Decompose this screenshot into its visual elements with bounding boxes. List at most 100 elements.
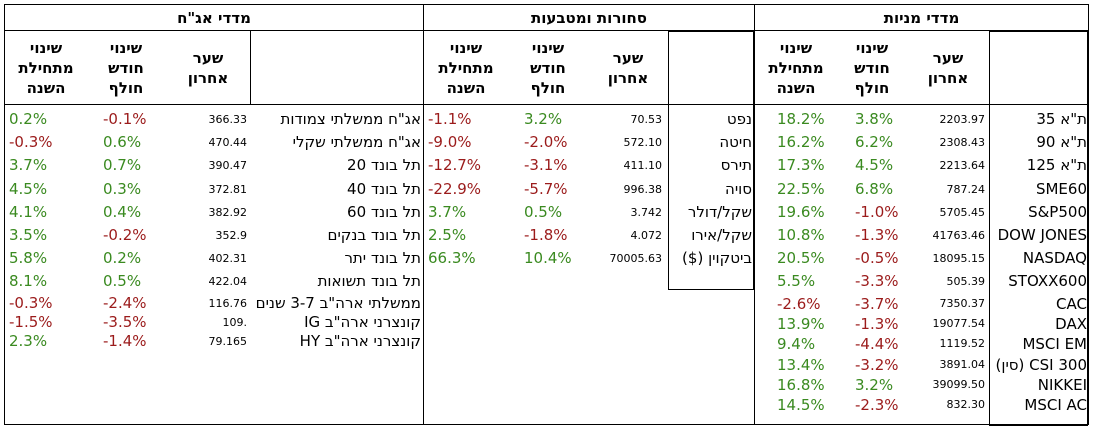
commodities-title: סחורות ומטבעות (424, 5, 754, 31)
table-row: 2.5% -1.8% 4.072 שקל/אירו (424, 224, 754, 247)
bonds-month-change: -1.4% (103, 331, 147, 350)
bonds-header-name (251, 31, 423, 104)
stocks-last-price: 2213.64 (939, 159, 986, 173)
commodities-ytd-change: -12.7% (428, 156, 482, 175)
stocks-month-change: 3.2% (855, 375, 894, 394)
bonds-index-name: תל בונד 20 (347, 156, 421, 175)
bonds-month-change: 0.4% (103, 202, 142, 221)
bonds-index-name: תל בונד יתר (344, 249, 421, 268)
stocks-month-change: -2.3% (855, 396, 899, 415)
bonds-ytd-change: 4.1% (9, 202, 48, 221)
table-row: 22.5% 6.8% 787.24 SME60 (755, 178, 1088, 201)
bonds-month-change: 0.7% (103, 156, 142, 175)
table-row: -1.1% 3.2% 70.53 נפט (424, 108, 754, 131)
table-row: 19.6% -1.0% 5705.45 S&P500 (755, 201, 1088, 224)
stocks-title: מדדי מניות (755, 5, 1088, 31)
commodities-section: סחורות ומטבעות שינוי מתחילת השנה שינוי ח… (424, 5, 754, 424)
bonds-index-name: אג"ח ממשלתי שקלי (292, 133, 421, 152)
commodities-ytd-change: 2.5% (428, 226, 467, 244)
stocks-month-change: -1.0% (855, 202, 899, 221)
stocks-header-ytd: שינוי מתחילת השנה (768, 38, 824, 97)
bonds-last-price: 109. (222, 315, 248, 329)
stocks-last-price: 39099.50 (932, 377, 986, 391)
bonds-month-change: -2.4% (103, 293, 147, 312)
commodities-last-price: 70.53 (630, 113, 663, 126)
table-row: 16.2% 6.2% 2308.43 ת"א 90 (755, 131, 1088, 154)
bonds-ytd-change: 4.5% (9, 179, 48, 198)
table-row: 13.9% -1.3% 19077.54 DAX (755, 314, 1088, 334)
bonds-header-last: שער אחרון (187, 48, 229, 87)
commodities-last-price: 996.38 (623, 182, 663, 196)
stocks-header-row: שינוי מתחילת השנה שינוי חודש חולף שער אח… (755, 31, 1088, 105)
table-row: -1.5% -3.5% 109. קונצרני ארה"ב IG (5, 313, 423, 332)
stocks-index-name: STOXX600 (1008, 272, 1087, 291)
table-row: 2.3% -1.4% 79.165 קונצרני ארה"ב HY (5, 332, 423, 351)
table-row: -0.3% -2.4% 116.76 ממשלתי ארה"ב 3-7 שנים (5, 294, 423, 313)
stocks-ytd-change: 20.5% (777, 249, 825, 268)
table-row: 20.5% -0.5% 18095.15 NASDAQ (755, 247, 1088, 270)
stocks-header-last: שער אחרון (927, 48, 969, 87)
bonds-month-change: 0.6% (103, 133, 142, 152)
bonds-section: מדדי אג"ח שינוי מתחילת השנה שינוי חודש ח… (5, 5, 423, 424)
commodities-month-change: -5.7% (524, 179, 568, 198)
bonds-last-price: 390.47 (208, 159, 248, 173)
bonds-ytd-change: -1.5% (9, 312, 53, 331)
bonds-ytd-change: 0.2% (9, 110, 48, 128)
commodities-header-last: שער אחרון (607, 48, 649, 87)
stocks-index-name: DAX (1055, 314, 1087, 333)
table-row: 5.8% 0.2% 402.31 תל בונד יתר (5, 247, 423, 270)
commodities-month-change: 10.4% (524, 249, 572, 268)
commodities-last-price: 411.10 (623, 159, 663, 173)
stocks-month-change: -3.2% (855, 355, 899, 374)
bonds-ytd-change: -0.3% (9, 133, 53, 152)
stocks-name-box (989, 31, 1088, 426)
stocks-month-change: -3.7% (855, 294, 899, 313)
bonds-index-name: קונצרני ארה"ב IG (304, 312, 421, 331)
stocks-section: מדדי מניות שינוי מתחילת השנה שינוי חודש … (755, 5, 1088, 426)
stocks-month-change: 3.8% (855, 110, 894, 128)
bonds-header-month: שינוי חודש חולף (108, 38, 144, 97)
commodities-index-name: ביטקוין ($) (682, 249, 752, 268)
stocks-last-price: 1119.52 (939, 337, 986, 351)
bonds-header-ytd: שינוי מתחילת השנה (18, 38, 74, 97)
bonds-ytd-change: -0.3% (9, 293, 53, 312)
bonds-ytd-change: 2.3% (9, 331, 48, 350)
bonds-month-change: -3.5% (103, 312, 147, 331)
stocks-index-name: MSCI AC (1024, 396, 1087, 415)
commodities-ytd-change: -9.0% (428, 133, 472, 152)
stocks-index-name: NIKKEI (1037, 375, 1087, 394)
stocks-last-price: 19077.54 (932, 316, 986, 330)
stocks-ytd-change: 16.2% (777, 133, 825, 152)
commodities-month-change: -1.8% (524, 226, 568, 244)
bonds-ytd-change: 8.1% (9, 272, 48, 291)
stocks-last-price: 2308.43 (939, 136, 986, 150)
commodities-ytd-change: -22.9% (428, 179, 482, 198)
bonds-last-price: 402.31 (208, 252, 248, 266)
commodities-last-price: 70005.63 (609, 252, 663, 266)
bonds-ytd-change: 3.5% (9, 226, 48, 244)
bonds-index-name: תל בונד תשואות (317, 272, 421, 291)
commodities-last-price: 4.072 (630, 229, 663, 242)
bonds-last-price: 116.76 (208, 296, 248, 310)
commodities-month-change: 0.5% (524, 202, 563, 221)
commodities-ytd-change: -1.1% (428, 110, 472, 128)
stocks-ytd-change: 18.2% (777, 110, 825, 128)
bonds-index-name: קונצרני ארה"ב HY (299, 331, 421, 350)
stocks-index-name: S&P500 (1028, 202, 1087, 221)
table-row: -0.3% 0.6% 470.44 אג"ח ממשלתי שקלי (5, 131, 423, 154)
stocks-month-change: -0.5% (855, 249, 899, 268)
commodities-index-name: חיטה (719, 133, 752, 152)
commodities-index-name: שקל/דולר (687, 202, 752, 221)
stocks-ytd-change: 19.6% (777, 202, 825, 221)
bonds-last-price: 352.9 (215, 229, 248, 242)
bonds-index-name: תל בונד 40 (347, 179, 421, 198)
table-row: 3.7% 0.7% 390.47 תל בונד 20 (5, 154, 423, 177)
stocks-ytd-change: 13.4% (777, 355, 825, 374)
stocks-month-change: 6.8% (855, 179, 894, 198)
bonds-last-price: 422.04 (208, 275, 248, 289)
table-row: 66.3% 10.4% 70005.63 ביטקוין ($) (424, 247, 754, 270)
bonds-last-price: 382.92 (208, 205, 248, 219)
stocks-index-name: NASDAQ (1022, 249, 1087, 268)
commodities-header-row: שינוי מתחילת השנה שינוי חודש חולף שער אח… (424, 31, 754, 105)
commodities-header-ytd: שינוי מתחילת השנה (438, 38, 494, 97)
